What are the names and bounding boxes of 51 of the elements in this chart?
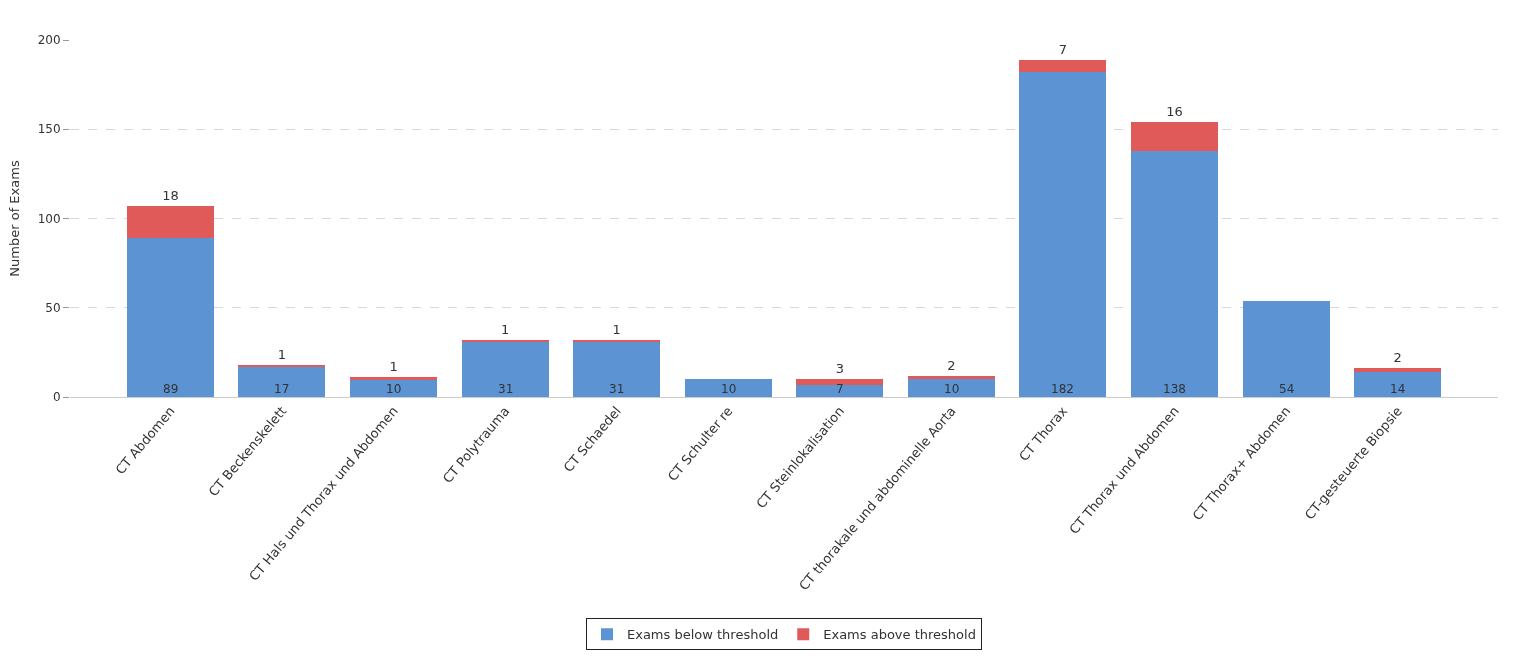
data-label: 31: [498, 382, 514, 396]
legend-label: Exams above threshold: [823, 627, 976, 643]
data-label: 2: [947, 357, 956, 373]
bar: [1019, 72, 1107, 397]
data-label: 1: [500, 321, 510, 337]
data-label: 1: [277, 346, 287, 362]
data-label: 7: [836, 382, 844, 396]
bar: [126, 238, 214, 397]
data-label: 31: [609, 382, 625, 396]
y-tick-label: 0: [52, 390, 61, 405]
bar: [1130, 150, 1218, 397]
data-label: 182: [1051, 382, 1074, 396]
bar: [461, 341, 549, 397]
data-label: 17: [274, 382, 290, 396]
bar: [573, 339, 661, 342]
bar: [126, 206, 214, 239]
bar: [796, 384, 884, 397]
data-label: 10: [386, 382, 402, 396]
bar: [684, 379, 772, 397]
data-label: 3: [835, 361, 844, 377]
y-axis-title: Number of Exams: [6, 160, 22, 277]
data-label: 10: [721, 382, 737, 396]
bar: [461, 339, 549, 342]
bar: [573, 341, 661, 397]
data-label: 1: [389, 359, 398, 375]
data-label: 1: [612, 321, 621, 337]
bar: [796, 379, 884, 385]
data-label: 7: [1058, 41, 1068, 57]
data-label: 2: [1393, 350, 1402, 366]
y-tick-label: 100: [37, 211, 61, 226]
bar: [1130, 122, 1218, 151]
bar: [1354, 368, 1442, 373]
bar: [1242, 300, 1330, 397]
data-label: 54: [1279, 382, 1295, 396]
data-label: 89: [163, 382, 179, 396]
bar: [1354, 372, 1442, 397]
bar: [238, 366, 326, 397]
data-label: 18: [162, 188, 179, 204]
y-tick-label: 50: [45, 300, 61, 315]
data-label: 16: [1166, 104, 1183, 120]
bar: [350, 379, 438, 397]
data-label: 14: [1390, 382, 1406, 396]
bar: [350, 377, 438, 380]
bar: [907, 379, 995, 397]
data-label: 138: [1163, 382, 1186, 396]
y-tick-label: 150: [37, 122, 61, 137]
y-tick-label: 200: [37, 33, 61, 48]
legend-label: Exams below threshold: [627, 627, 779, 643]
bar: [1019, 59, 1107, 73]
bar: [238, 364, 326, 367]
data-label: 10: [944, 382, 960, 396]
